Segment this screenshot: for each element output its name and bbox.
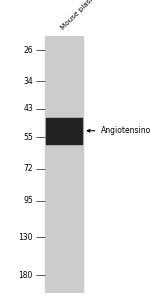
Text: 26: 26 <box>23 46 33 55</box>
Text: 55: 55 <box>23 133 33 142</box>
Bar <box>45 36 82 293</box>
Text: 95: 95 <box>23 196 33 205</box>
Text: Mouse plasma: Mouse plasma <box>60 0 100 31</box>
Text: Angiotensinogen: Angiotensinogen <box>100 126 150 135</box>
Text: 180: 180 <box>19 271 33 280</box>
Text: 34: 34 <box>23 77 33 86</box>
Text: 43: 43 <box>23 104 33 113</box>
Text: 72: 72 <box>23 164 33 173</box>
Text: 130: 130 <box>18 233 33 242</box>
